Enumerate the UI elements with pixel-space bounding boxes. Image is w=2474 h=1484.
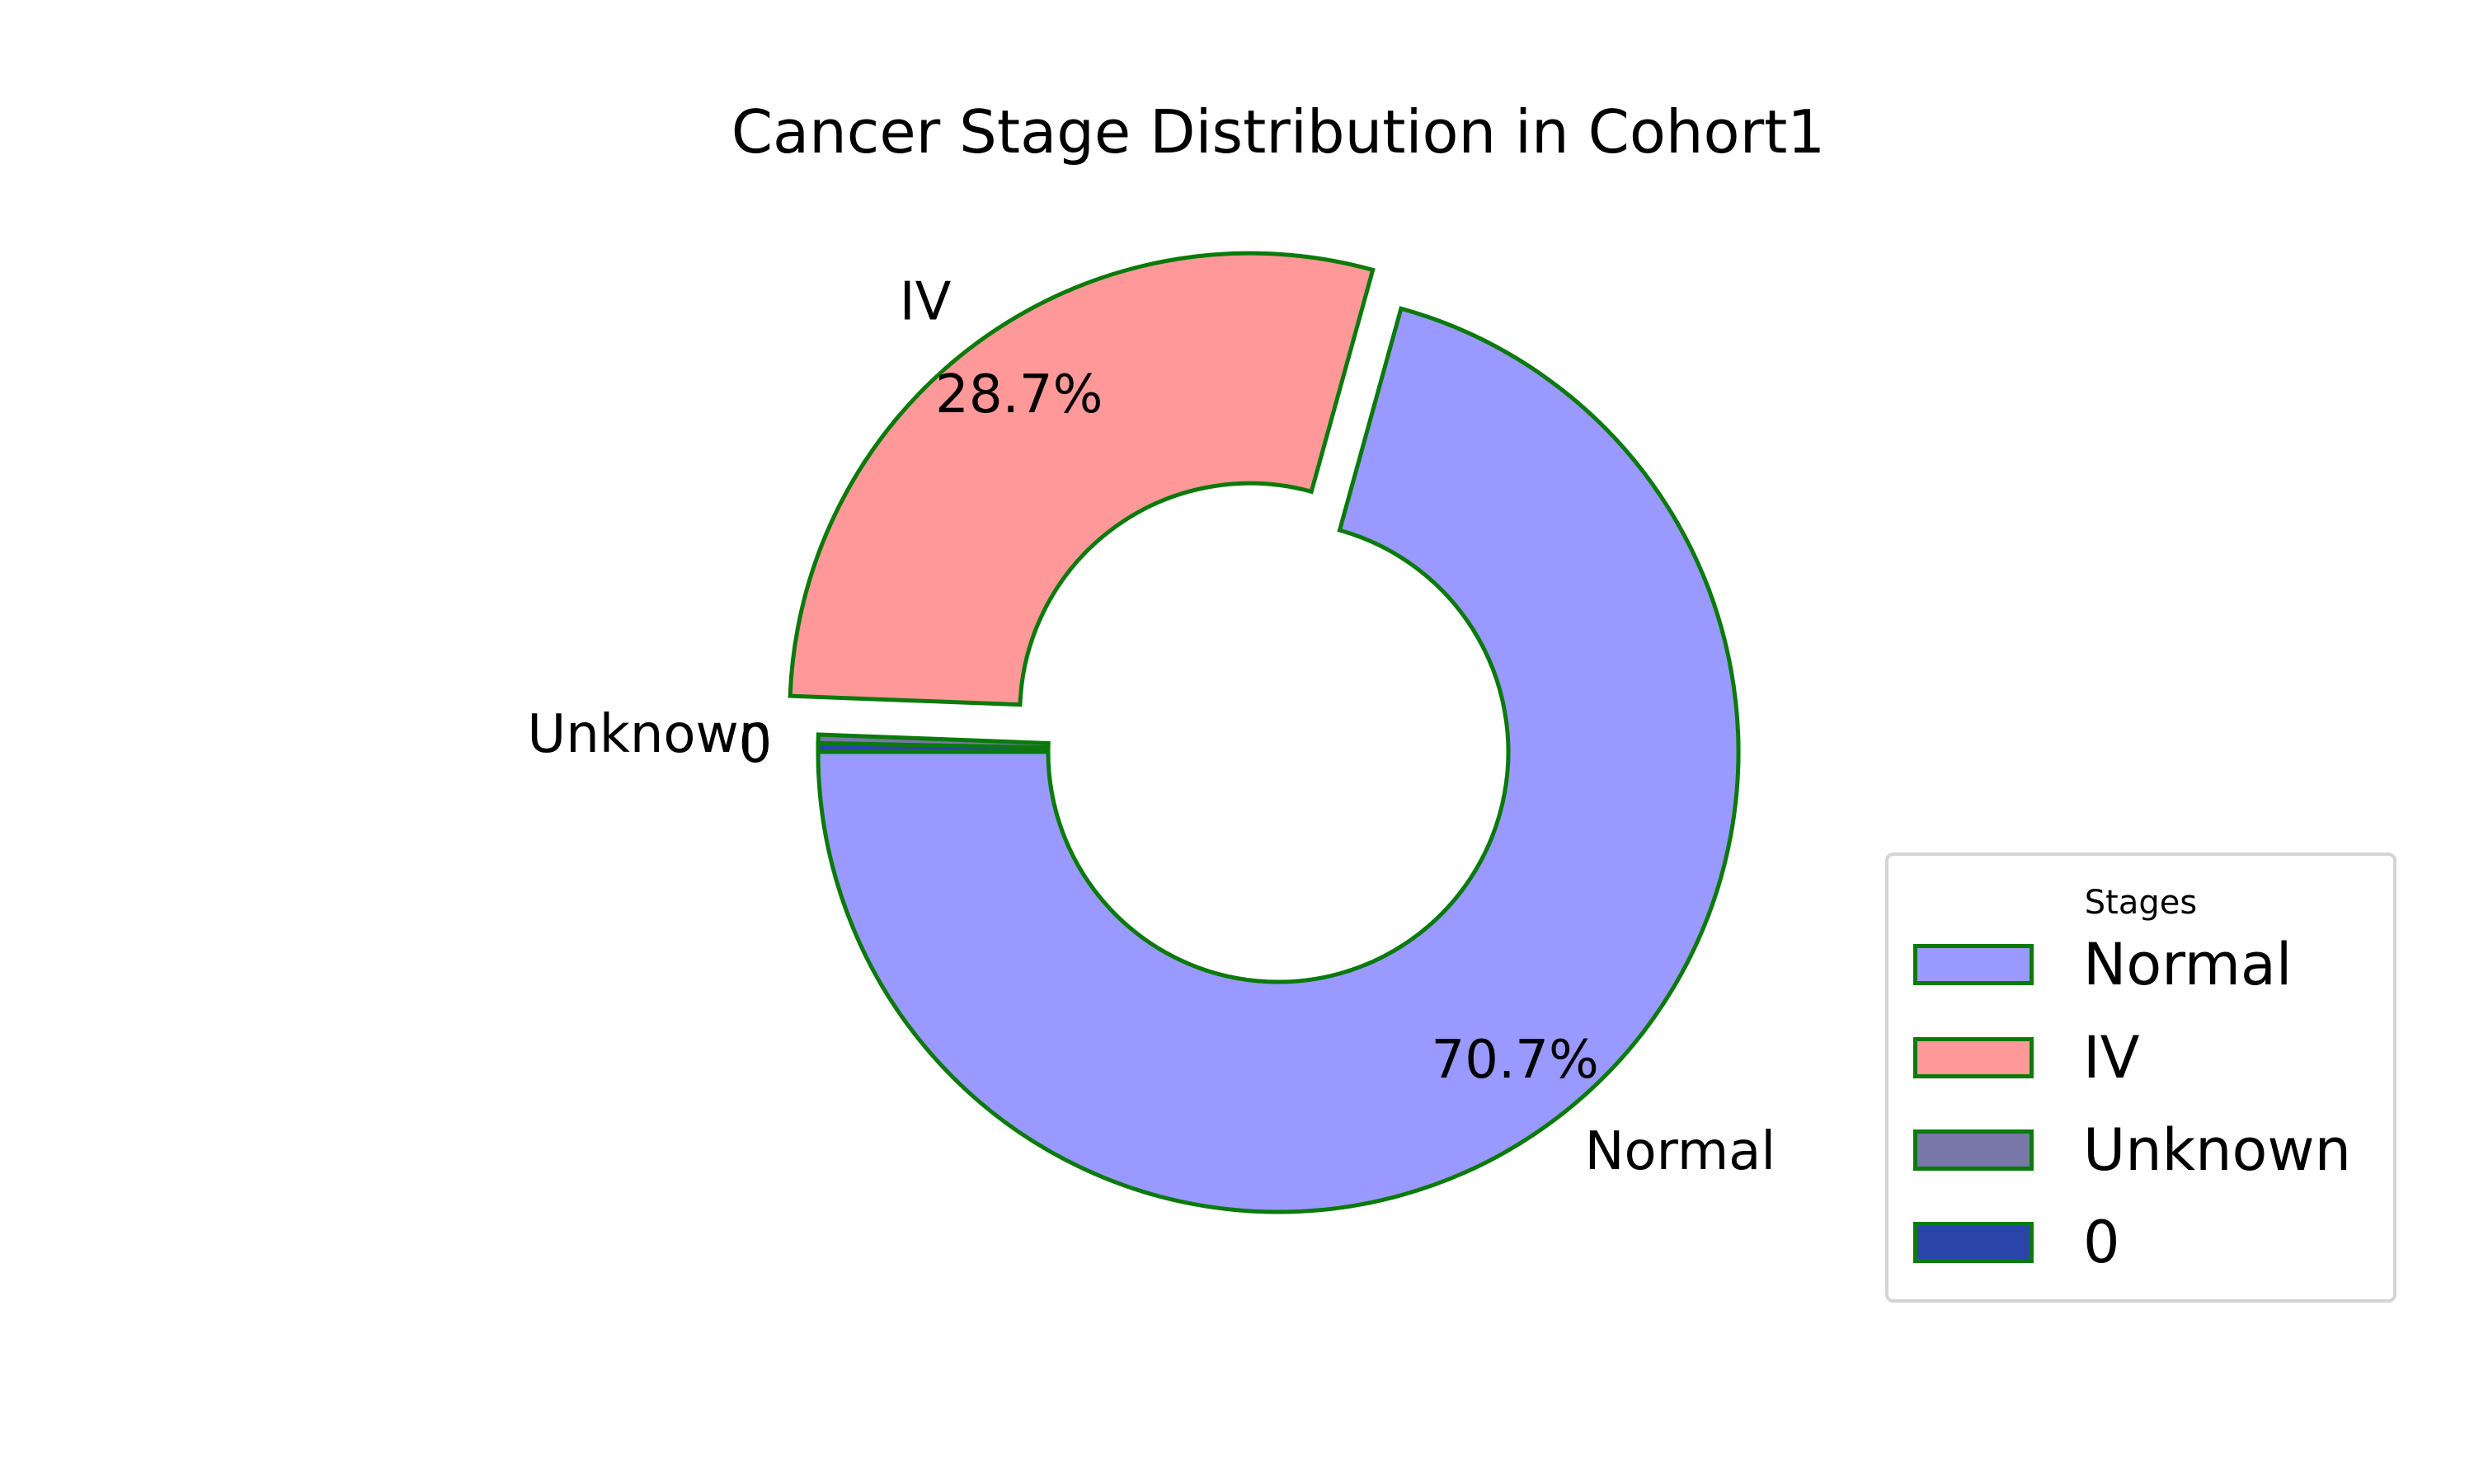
slice-iv xyxy=(788,251,1376,707)
legend-swatch-normal xyxy=(1913,944,2034,985)
slice-0 xyxy=(816,740,1051,754)
legend-title: Stages xyxy=(2084,884,2198,922)
category-label-0: 0 xyxy=(739,714,773,775)
chart-title: Cancer Stage Distribution in Cohort1 xyxy=(731,97,1826,167)
category-label-unknown: Unknown xyxy=(527,704,772,765)
legend: Stages Normal IV Unknown 0 xyxy=(1885,852,2396,1303)
legend-item-normal: Normal xyxy=(1913,931,2292,998)
legend-label-unknown: Unknown xyxy=(2083,1116,2351,1184)
legend-swatch-unknown xyxy=(1913,1129,2034,1171)
category-label-normal: Normal xyxy=(1585,1121,1776,1182)
legend-label-0: 0 xyxy=(2083,1209,2120,1276)
legend-label-iv: IV xyxy=(2083,1024,2140,1092)
legend-item-0: 0 xyxy=(1913,1209,2120,1276)
percent-label-iv: 28.7% xyxy=(935,364,1103,425)
percent-label-normal: 70.7% xyxy=(1432,1030,1599,1091)
legend-swatch-0 xyxy=(1913,1222,2034,1263)
legend-item-iv: IV xyxy=(1913,1024,2140,1092)
slice-normal xyxy=(816,306,1741,1214)
legend-label-normal: Normal xyxy=(2083,931,2293,998)
category-label-iv: IV xyxy=(900,271,952,332)
legend-item-unknown: Unknown xyxy=(1913,1116,2351,1184)
legend-swatch-iv xyxy=(1913,1037,2034,1078)
